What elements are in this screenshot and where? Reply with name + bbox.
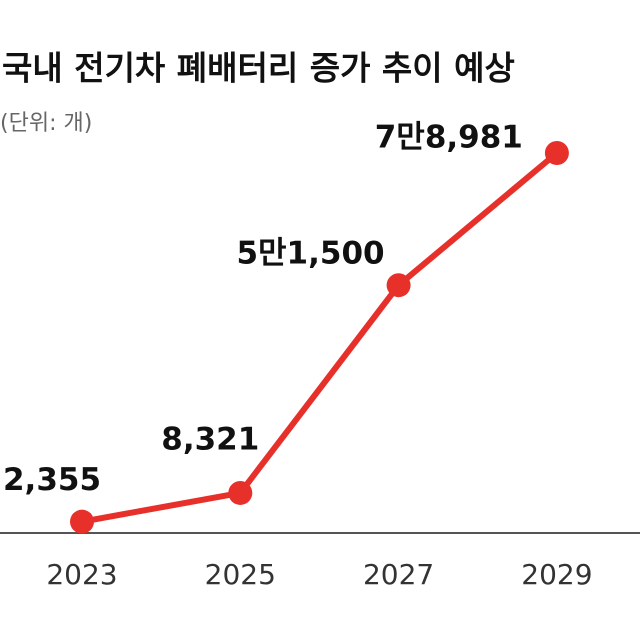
value-label: 8,321 [161, 421, 259, 457]
line [81, 150, 559, 525]
x-tick-label: 2023 [46, 558, 117, 591]
point [544, 141, 569, 165]
chart-title: 국내 전기차 폐배터리 증가 추이 예상 [2, 49, 515, 88]
point [228, 480, 253, 505]
value-label: 2,355 [3, 462, 101, 498]
point [386, 273, 411, 298]
x-tick-label: 2027 [363, 558, 434, 591]
value-label: 5만1,500 [236, 236, 384, 272]
x-tick-label: 2025 [205, 558, 276, 591]
chart-subtitle: (단위: 개) [0, 111, 92, 136]
x-tick-label: 2029 [521, 558, 592, 591]
point [70, 509, 94, 534]
value-label: 7만8,981 [375, 120, 523, 156]
